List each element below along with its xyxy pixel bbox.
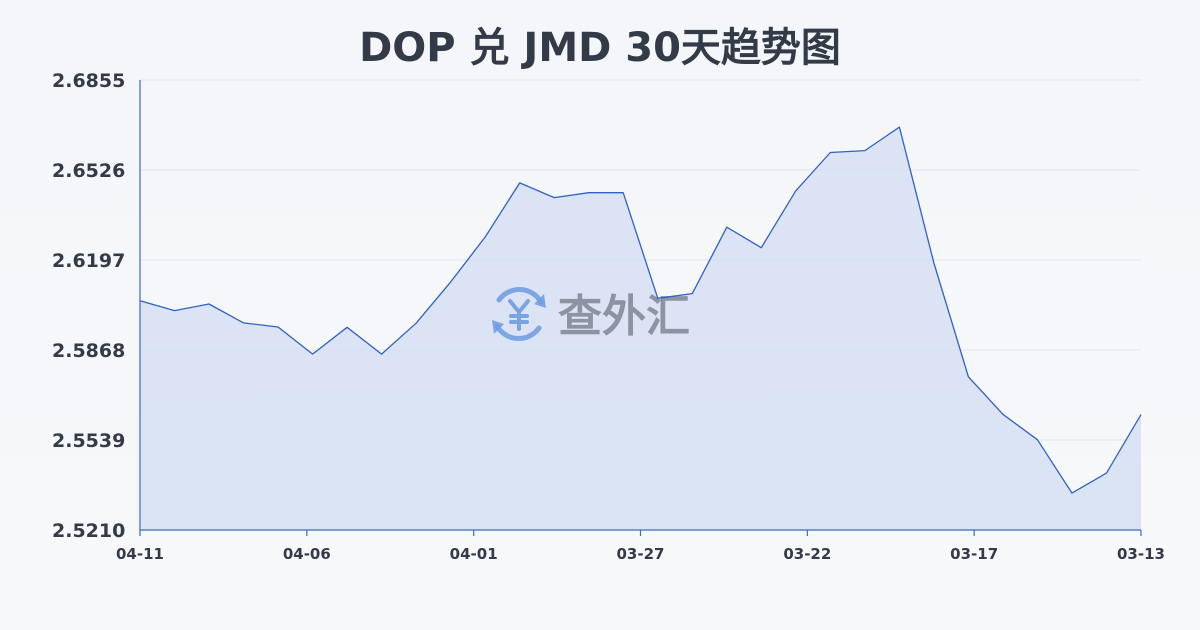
watermark: 查外汇	[492, 287, 690, 342]
yen-exchange-icon	[492, 287, 546, 341]
y-tick-label: 2.5210	[52, 520, 125, 542]
series-line	[139, 126, 1142, 494]
y-tick-label: 2.6855	[52, 70, 125, 92]
y-tick-label: 2.5868	[52, 340, 125, 362]
y-tick-label: 2.6526	[52, 160, 125, 182]
x-axis-ticks: 04-11 04-06 04-01 03-27 03-22 03-17 03-13	[116, 530, 1165, 563]
y-tick-label: 2.6197	[52, 250, 125, 272]
x-tick-label: 04-06	[283, 545, 331, 563]
x-tick-label: 03-13	[1117, 545, 1165, 563]
x-tick-label: 04-11	[116, 545, 164, 563]
watermark-text: 查外汇	[558, 291, 690, 342]
chart-title: DOP 兑 JMD 30天趋势图	[359, 25, 841, 71]
series-area-fill	[140, 127, 1141, 530]
x-tick-label: 03-22	[783, 545, 831, 563]
y-axis-tick-labels: 2.6855 2.6526 2.6197 2.5868 2.5539 2.5210	[52, 70, 125, 542]
y-tick-label: 2.5539	[52, 430, 125, 452]
x-tick-label: 03-27	[617, 545, 665, 563]
x-tick-label: 03-17	[950, 545, 998, 563]
x-tick-label: 04-01	[450, 545, 498, 563]
